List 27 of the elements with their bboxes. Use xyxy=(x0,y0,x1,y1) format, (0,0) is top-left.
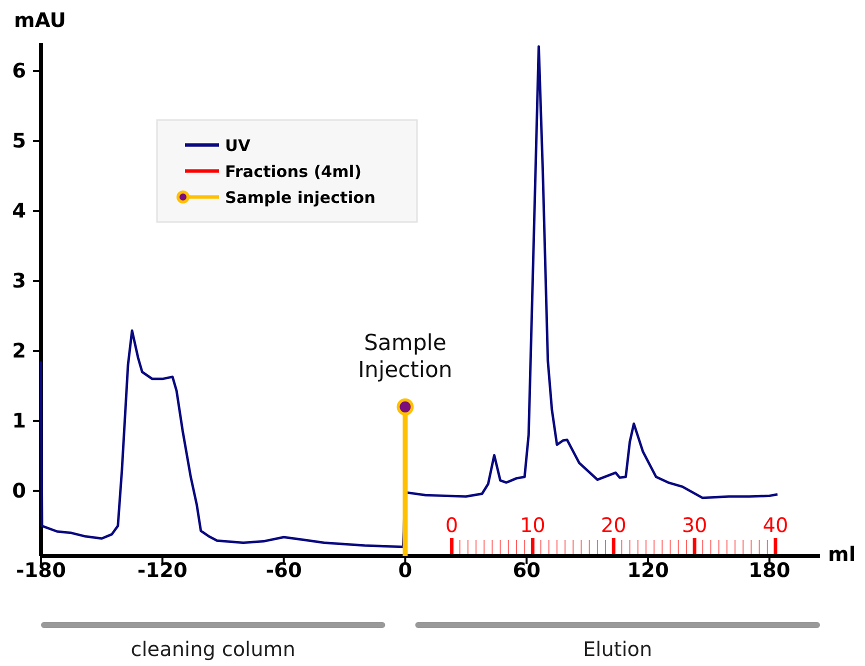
annotation: Sample Injection xyxy=(358,330,452,383)
x-tick-label: -180 xyxy=(16,558,66,582)
x-tick-label: 180 xyxy=(748,558,790,582)
x2-tick-label: 10 xyxy=(520,513,546,537)
y-tick-label: 5 xyxy=(12,128,26,152)
legend-label: UV xyxy=(225,136,251,155)
y-axis-title: mAU xyxy=(14,8,66,32)
legend-label: Sample injection xyxy=(225,188,376,207)
x2-tick-label: 30 xyxy=(682,513,708,537)
x-tick-label: 60 xyxy=(512,558,541,582)
x-tick-label: 120 xyxy=(627,558,669,582)
x2-axis-title: Fractions (4ml) xyxy=(225,162,362,181)
y-tick-label: 6 xyxy=(12,58,26,82)
y-tick-label: 3 xyxy=(12,268,26,292)
text: Elution xyxy=(583,637,652,661)
x-tick-label: 0 xyxy=(398,558,412,582)
x2-tick-label: 40 xyxy=(762,513,788,537)
x-axis-title: ml xyxy=(828,542,856,566)
y-tick-label: 2 xyxy=(12,338,26,362)
text: cleaning column xyxy=(130,637,296,661)
y-tick-label: 1 xyxy=(12,408,26,432)
x-tick-label: -60 xyxy=(266,558,302,582)
x2-tick-label: 0 xyxy=(445,513,458,537)
y-tick-label: 4 xyxy=(12,198,26,222)
x2-tick-label: 20 xyxy=(600,513,626,537)
y-tick-label: 0 xyxy=(12,478,26,502)
x-tick-label: -120 xyxy=(137,558,188,582)
